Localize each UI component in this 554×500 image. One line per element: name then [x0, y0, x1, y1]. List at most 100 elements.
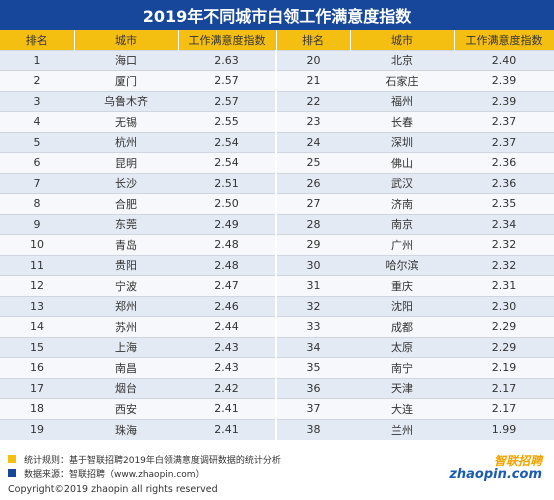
cell-city: 成都: [350, 316, 454, 337]
table-row: 2 厦门 2.57 21 石家庄 2.39: [0, 70, 554, 91]
cell-index: 2.63: [178, 49, 276, 71]
cell-city: 北京: [350, 49, 454, 71]
cell-rank: 27: [275, 193, 350, 214]
cell-rank: 25: [275, 152, 350, 173]
cell-city: 哈尔滨: [350, 254, 454, 276]
cell-index: 2.29: [454, 336, 554, 358]
note-source: 数据来源：智联招聘（www.zhaopin.com）: [8, 466, 281, 480]
cell-city: 贵阳: [74, 254, 178, 276]
header-index: 工作满意度指数: [178, 30, 277, 50]
header-rank-right: 排名: [276, 30, 351, 50]
cell-city: 福州: [350, 90, 454, 112]
cell-index: 2.43: [178, 336, 276, 358]
cell-index: 2.17: [454, 377, 554, 399]
cell-index: 2.35: [454, 193, 554, 214]
cell-city: 南宁: [350, 357, 454, 378]
cell-rank: 4: [0, 111, 74, 132]
cell-index: 2.48: [178, 254, 276, 276]
cell-rank: 5: [0, 131, 74, 153]
cell-city: 合肥: [74, 193, 178, 214]
note-rule-text: 统计规则：基于智联招聘2019年白领满意度调研数据的统计分析: [24, 455, 281, 466]
table-row: 10 青岛 2.48 29 广州 2.32: [0, 234, 554, 255]
table-row: 6 昆明 2.54 25 佛山 2.36: [0, 152, 554, 173]
cell-city: 乌鲁木齐: [74, 90, 178, 112]
cell-rank: 22: [275, 90, 350, 112]
cell-rank: 34: [275, 336, 350, 358]
header-city: 城市: [74, 30, 179, 50]
cell-rank: 38: [275, 418, 350, 440]
note-source-text: 数据来源：智联招聘（www.zhaopin.com）: [24, 469, 205, 480]
cell-rank: 37: [275, 398, 350, 419]
cell-index: 2.34: [454, 213, 554, 235]
table-row: 3 乌鲁木齐 2.57 22 福州 2.39: [0, 90, 554, 112]
table-row: 11 贵阳 2.48 30 哈尔滨 2.32: [0, 254, 554, 276]
cell-rank: 35: [275, 357, 350, 378]
cell-city: 武汉: [350, 172, 454, 194]
cell-city: 烟台: [74, 377, 178, 399]
cell-city: 南京: [350, 213, 454, 235]
cell-city: 东莞: [74, 213, 178, 235]
zhaopin-logo: 智联招聘 zhaopin.com: [449, 452, 542, 486]
blue-square-icon: [8, 469, 16, 477]
cell-index: 2.39: [454, 90, 554, 112]
cell-index: 2.32: [454, 254, 554, 276]
cell-rank: 30: [275, 254, 350, 276]
table-row: 9 东莞 2.49 28 南京 2.34: [0, 213, 554, 235]
cell-index: 2.19: [454, 357, 554, 378]
cell-index: 2.50: [178, 193, 276, 214]
cell-rank: 7: [0, 172, 74, 194]
cell-index: 2.42: [178, 377, 276, 399]
cell-city: 沈阳: [350, 295, 454, 317]
cell-index: 2.36: [454, 152, 554, 173]
cell-rank: 36: [275, 377, 350, 399]
cell-city: 佛山: [350, 152, 454, 173]
cell-rank: 12: [0, 275, 74, 296]
cell-rank: 18: [0, 398, 74, 419]
cell-city: 兰州: [350, 418, 454, 440]
table-row: 1 海口 2.63 20 北京 2.40: [0, 49, 554, 71]
footnotes: 统计规则：基于智联招聘2019年白领满意度调研数据的统计分析 数据来源：智联招聘…: [8, 452, 281, 480]
table-row: 8 合肥 2.50 27 济南 2.35: [0, 193, 554, 214]
cell-index: 2.29: [454, 316, 554, 337]
cell-city: 杭州: [74, 131, 178, 153]
ranking-table: 排名 城市 工作满意度指数 排名 城市 工作满意度指数 1 海口 2.63 20 北京 2…: [0, 30, 554, 440]
cell-city: 苏州: [74, 316, 178, 337]
cell-rank: 15: [0, 336, 74, 358]
cell-index: 2.57: [178, 90, 276, 112]
cell-index: 2.47: [178, 275, 276, 296]
cell-rank: 9: [0, 213, 74, 235]
table-row: 12 宁波 2.47 31 重庆 2.31: [0, 275, 554, 296]
header-city-right: 城市: [350, 30, 455, 50]
cell-city: 长春: [350, 111, 454, 132]
cell-rank: 6: [0, 152, 74, 173]
cell-rank: 24: [275, 131, 350, 153]
table-header-row: 排名 城市 工作满意度指数 排名 城市 工作满意度指数: [0, 30, 554, 50]
cell-city: 济南: [350, 193, 454, 214]
cell-city: 厦门: [74, 70, 178, 91]
cell-rank: 19: [0, 418, 74, 440]
cell-city: 广州: [350, 234, 454, 255]
cell-city: 西安: [74, 398, 178, 419]
cell-index: 2.17: [454, 398, 554, 419]
cell-rank: 20: [275, 49, 350, 71]
cell-index: 2.37: [454, 131, 554, 153]
logo-cn-text: 智联招聘: [493, 454, 542, 468]
cell-city: 青岛: [74, 234, 178, 255]
cell-rank: 2: [0, 70, 74, 91]
cell-rank: 21: [275, 70, 350, 91]
table-row: 14 苏州 2.44 33 成都 2.29: [0, 316, 554, 337]
cell-index: 2.57: [178, 70, 276, 91]
cell-city: 南昌: [74, 357, 178, 378]
cell-index: 2.37: [454, 111, 554, 132]
cell-city: 太原: [350, 336, 454, 358]
cell-rank: 13: [0, 295, 74, 317]
cell-index: 2.49: [178, 213, 276, 235]
note-rule: 统计规则：基于智联招聘2019年白领满意度调研数据的统计分析: [8, 452, 281, 466]
table-row: 18 西安 2.41 37 大连 2.17: [0, 398, 554, 419]
cell-city: 上海: [74, 336, 178, 358]
table-row: 16 南昌 2.43 35 南宁 2.19: [0, 357, 554, 378]
cell-rank: 11: [0, 254, 74, 276]
table-row: 5 杭州 2.54 24 深圳 2.37: [0, 131, 554, 153]
table-row: 19 珠海 2.41 38 兰州 1.99: [0, 418, 554, 440]
cell-rank: 16: [0, 357, 74, 378]
